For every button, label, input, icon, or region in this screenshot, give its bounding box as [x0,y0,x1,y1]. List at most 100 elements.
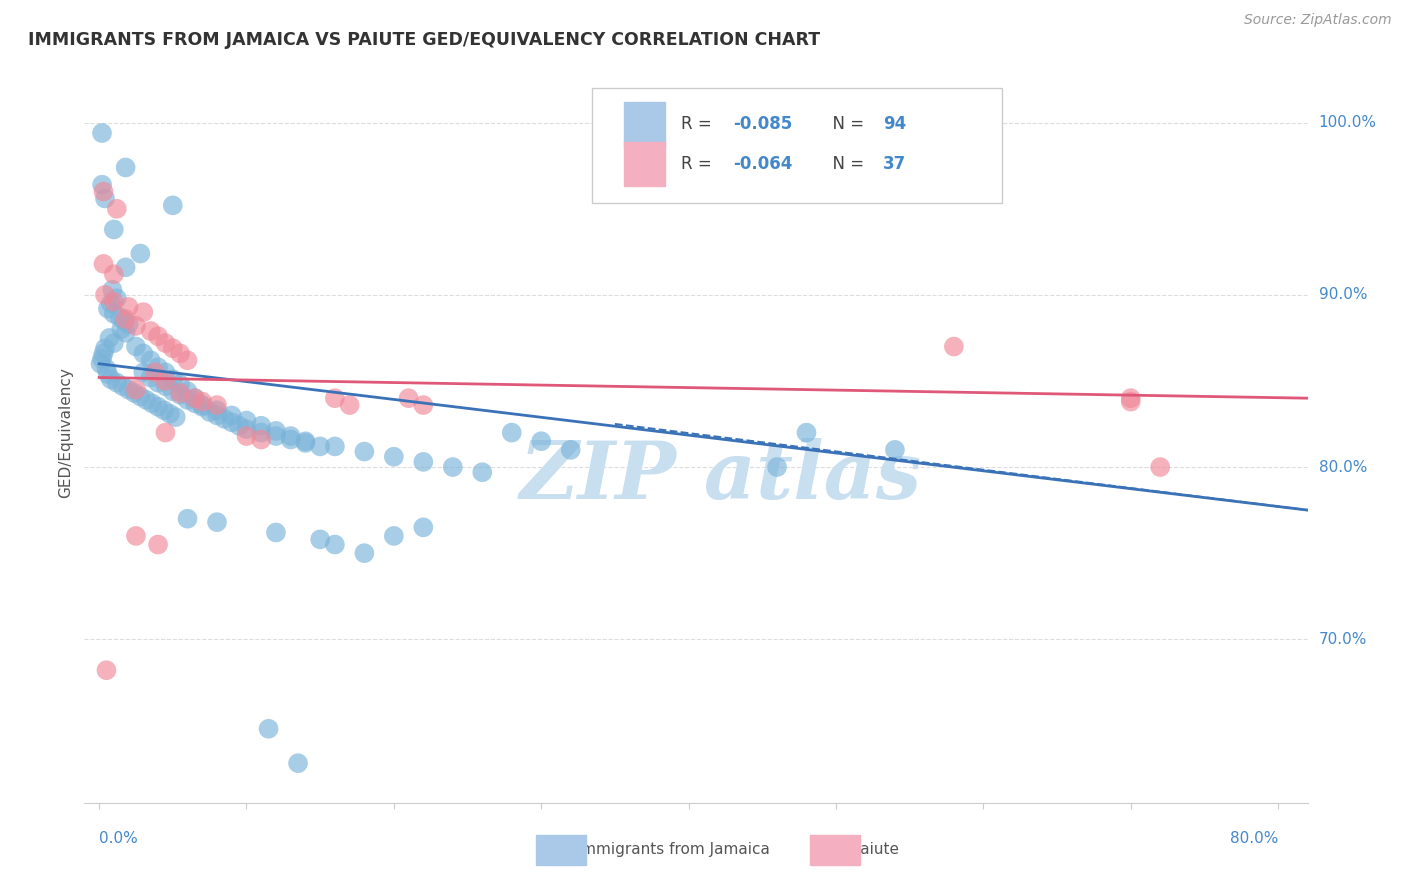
Point [264,525,287,540]
Text: R =: R = [682,155,717,173]
Point [280,433,302,447]
Point [114,161,136,175]
Point [94,288,117,302]
Point [205,398,228,412]
Point [103,267,125,281]
Point [235,422,257,436]
Point [339,398,361,412]
Point [294,436,316,450]
Point [264,424,287,438]
Point [184,391,207,405]
Point [90,357,112,371]
Point [103,222,125,236]
Text: Immigrants from Jamaica: Immigrants from Jamaica [562,842,770,856]
Point [91,351,114,366]
Point [235,429,257,443]
Point [1119,394,1142,409]
Point [382,529,405,543]
Point [162,384,184,399]
Point [191,394,214,409]
Point [280,429,302,443]
Point [96,362,118,376]
Point [114,260,136,275]
Point [353,444,375,458]
Point [117,317,139,331]
Point [184,396,207,410]
Point [159,407,181,421]
Point [353,546,375,560]
Point [132,346,155,360]
Point [112,314,135,328]
Point [139,353,162,368]
Point [146,537,169,551]
Point [103,307,125,321]
Point [143,365,166,379]
Point [382,450,405,464]
Point [139,324,162,338]
Point [198,405,221,419]
Point [155,336,177,351]
Point [184,391,207,405]
Point [250,418,273,433]
Point [884,442,907,457]
Text: N =: N = [823,155,869,173]
Point [93,346,115,360]
Point [501,425,523,440]
Point [176,384,198,399]
Point [105,376,128,390]
Text: ZIP atlas: ZIP atlas [519,438,921,516]
Point [110,322,132,336]
Text: 100.0%: 100.0% [1319,115,1376,130]
Point [398,391,420,405]
Text: 94: 94 [883,115,907,133]
Y-axis label: GED/Equivalency: GED/Equivalency [58,368,73,498]
Point [129,389,152,403]
Text: R =: R = [682,115,717,133]
Point [124,386,146,401]
Point [1149,460,1171,475]
Point [100,296,122,310]
Text: 80.0%: 80.0% [1230,830,1278,846]
Point [96,663,118,677]
Point [155,379,177,393]
Point [132,305,155,319]
Point [111,379,134,393]
Point [294,434,316,449]
Point [169,346,191,360]
Point [560,442,582,457]
Point [257,722,280,736]
Point [146,400,169,414]
Point [139,370,162,384]
Point [135,392,157,407]
Text: 70.0%: 70.0% [1319,632,1367,647]
Text: Paiute: Paiute [837,842,898,856]
Point [153,403,176,417]
Point [205,515,228,529]
Point [103,294,125,309]
Point [228,418,250,433]
Point [530,434,553,449]
Point [101,283,124,297]
Point [165,410,187,425]
Point [169,377,191,392]
Point [176,392,198,407]
Point [125,339,148,353]
Point [169,388,191,402]
FancyBboxPatch shape [624,102,665,145]
Point [412,455,434,469]
Point [103,336,125,351]
Point [323,391,346,405]
Point [309,439,332,453]
Point [114,326,136,340]
Point [155,374,177,388]
Point [117,383,139,397]
Point [221,415,243,429]
Point [129,246,152,260]
Point [100,372,122,386]
Point [191,400,214,414]
Point [169,386,191,401]
Point [176,512,198,526]
Point [287,756,309,771]
Point [412,520,434,534]
Point [91,178,114,192]
